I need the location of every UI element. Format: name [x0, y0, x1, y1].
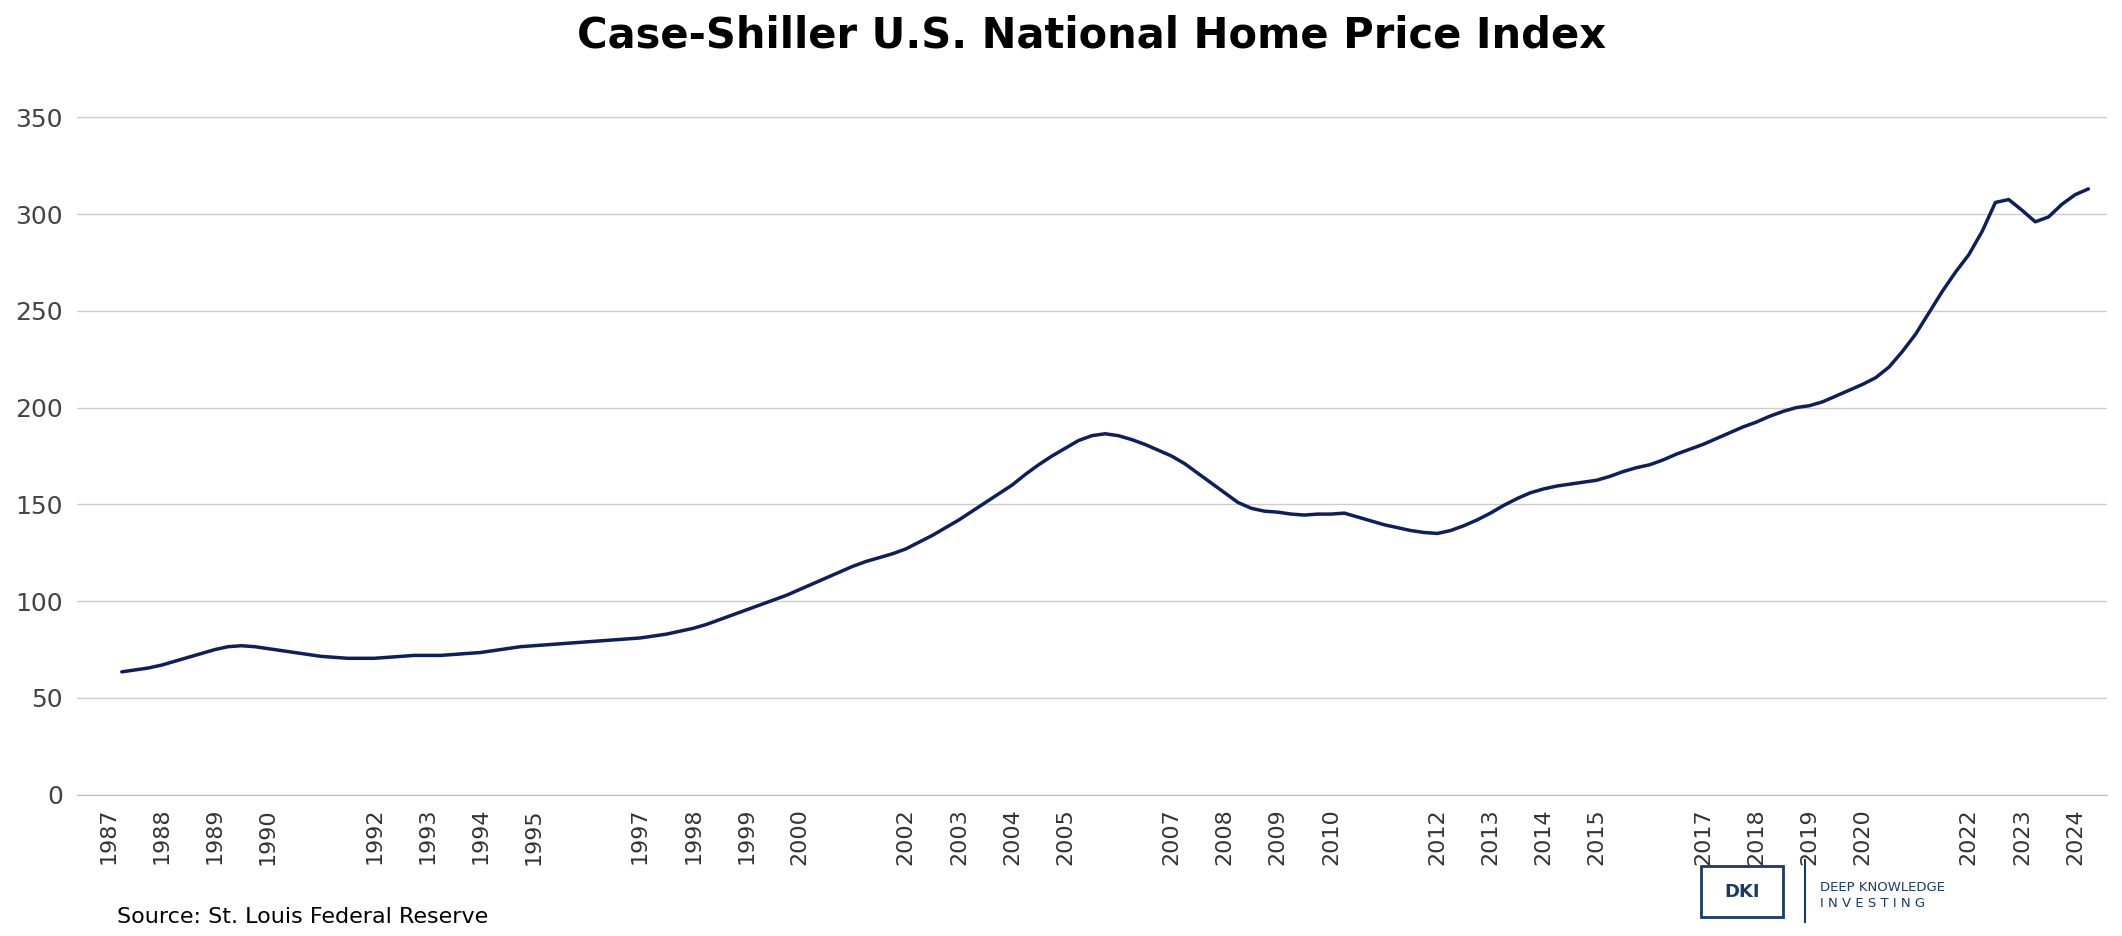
Text: DEEP KNOWLEDGE: DEEP KNOWLEDGE — [1821, 881, 1946, 894]
Text: I N V E S T I N G: I N V E S T I N G — [1821, 897, 1925, 910]
Text: Source: St. Louis Federal Reserve: Source: St. Louis Federal Reserve — [117, 907, 488, 927]
Bar — [1702, 866, 1782, 917]
Text: DKI: DKI — [1725, 883, 1759, 900]
Title: Case-Shiller U.S. National Home Price Index: Case-Shiller U.S. National Home Price In… — [577, 15, 1606, 57]
